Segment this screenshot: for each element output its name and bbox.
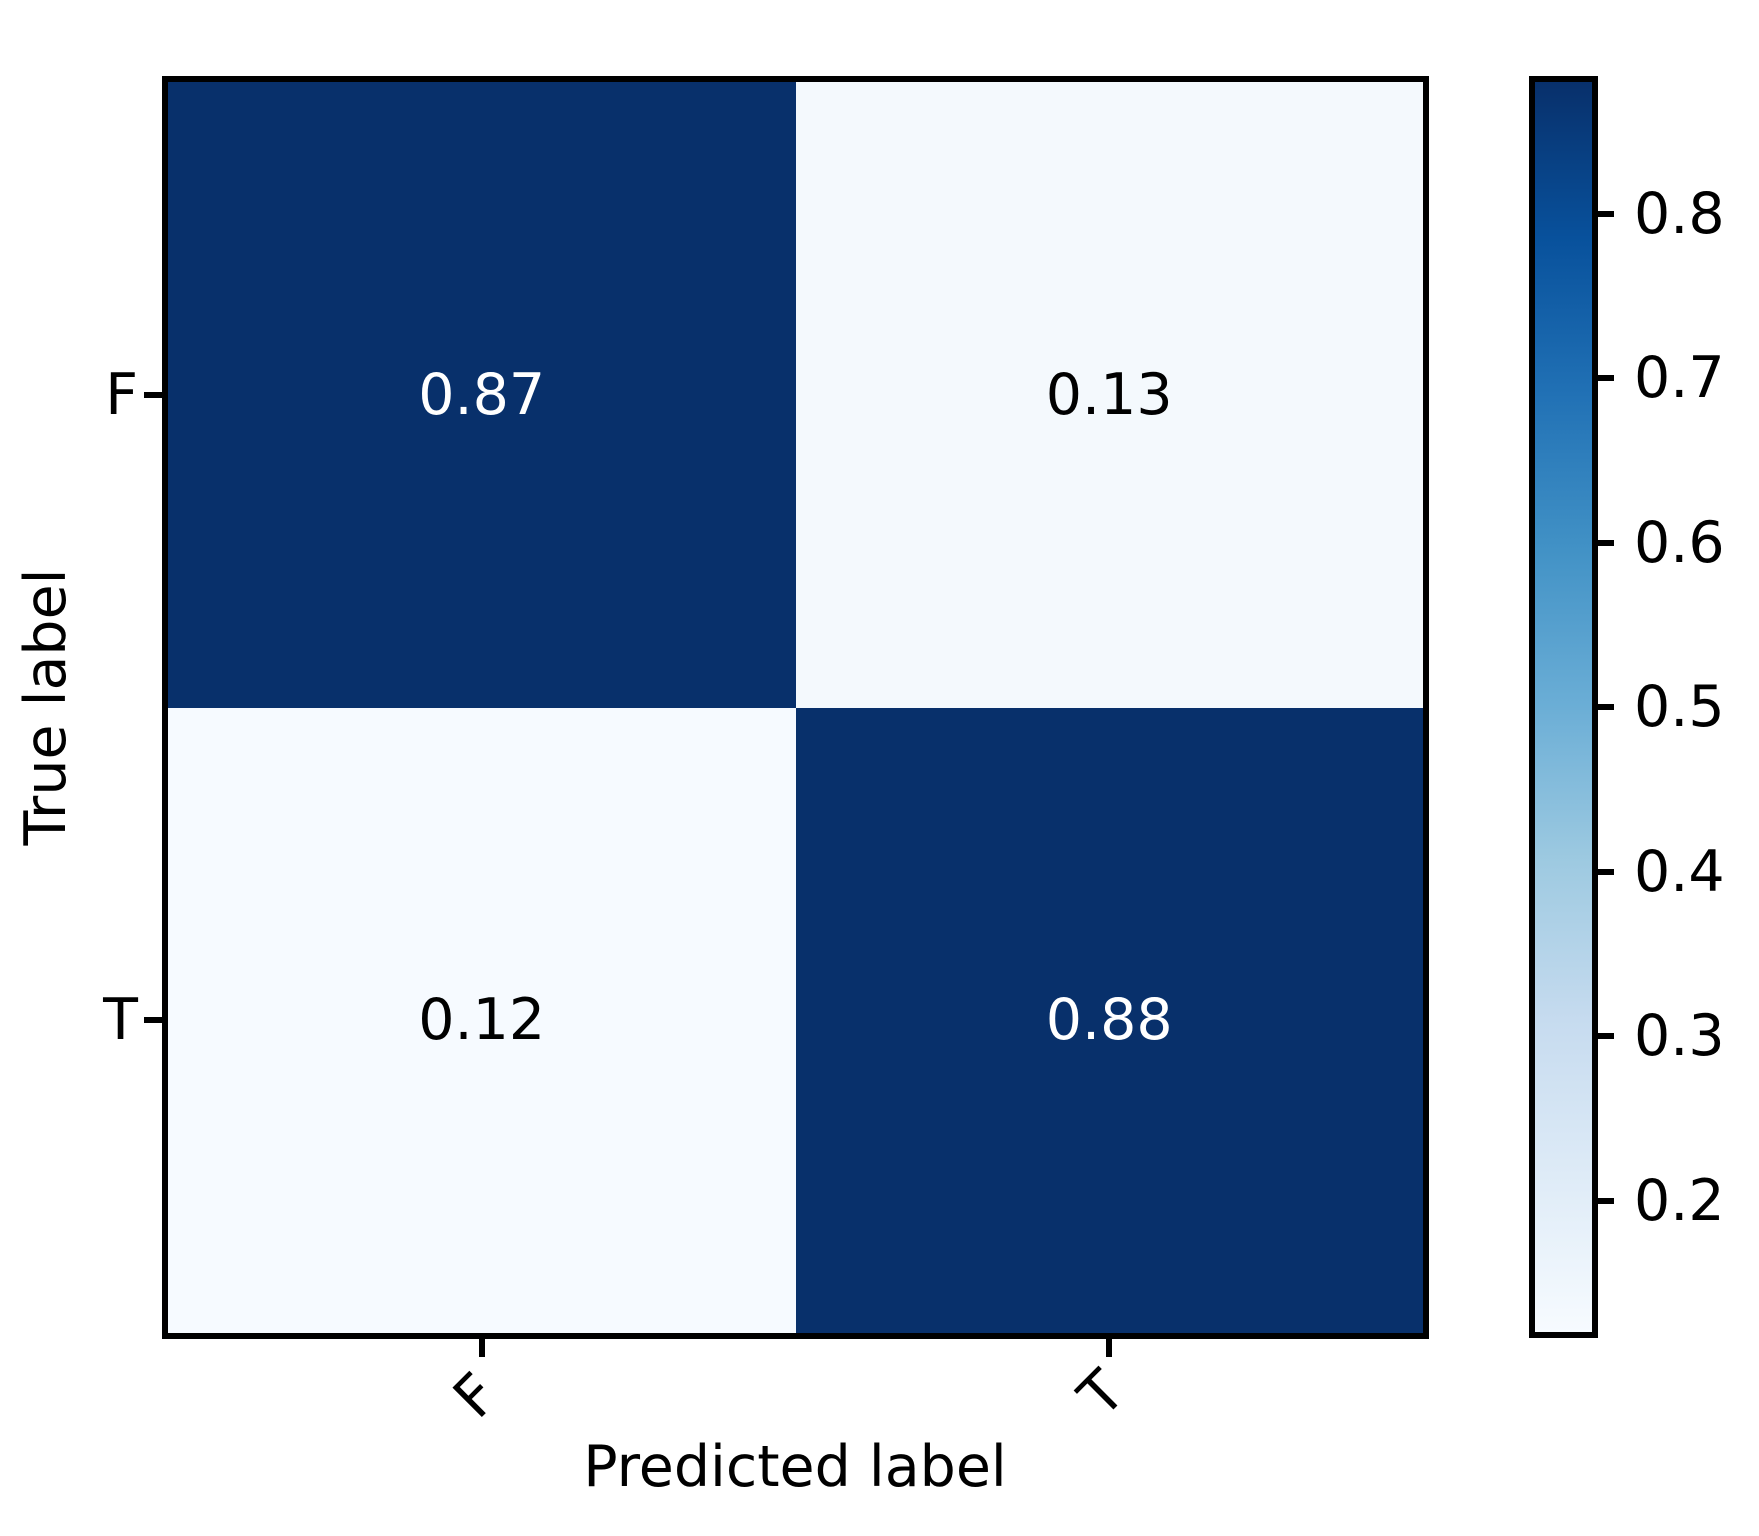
colorbar [1529,76,1598,1338]
cell-value: 0.88 [1045,987,1173,1054]
y-tick-label-t: T [103,987,138,1053]
colorbar-tick-0.8 [1598,211,1614,217]
x-axis-label: Predicted label [583,1434,1007,1500]
colorbar-tick-0.4 [1598,869,1614,875]
x-tick-mark-t [1106,1339,1112,1357]
heatmap-grid: 0.87 0.13 0.12 0.88 [162,76,1429,1339]
colorbar-tick-label: 0.6 [1634,510,1725,576]
y-tick-label-f: F [105,362,138,428]
cell-value: 0.13 [1045,361,1173,428]
colorbar-tick-label: 0.3 [1634,1003,1725,1069]
colorbar-gradient [1535,82,1592,1332]
cell-true-t-pred-t: 0.88 [795,707,1423,1333]
cell-true-t-pred-f: 0.12 [168,707,796,1333]
colorbar-tick-label: 0.4 [1634,839,1725,905]
cell-true-f-pred-f: 0.87 [168,82,796,708]
colorbar-tick-0.6 [1598,540,1614,546]
y-tick-mark-t [144,1017,162,1023]
colorbar-tick-label: 0.7 [1634,345,1725,411]
colorbar-tick-label: 0.2 [1634,1168,1725,1234]
colorbar-tick-label: 0.5 [1634,674,1725,740]
cell-true-f-pred-t: 0.13 [795,82,1423,708]
x-tick-mark-f [479,1339,485,1357]
colorbar-tick-0.2 [1598,1198,1614,1204]
y-axis-label: True label [13,568,79,846]
y-tick-mark-f [144,392,162,398]
colorbar-tick-0.5 [1598,704,1614,710]
cell-value: 0.87 [418,361,546,428]
cell-value: 0.12 [418,987,546,1054]
colorbar-tick-label: 0.8 [1634,181,1725,247]
colorbar-tick-0.7 [1598,375,1614,381]
colorbar-tick-0.3 [1598,1033,1614,1039]
